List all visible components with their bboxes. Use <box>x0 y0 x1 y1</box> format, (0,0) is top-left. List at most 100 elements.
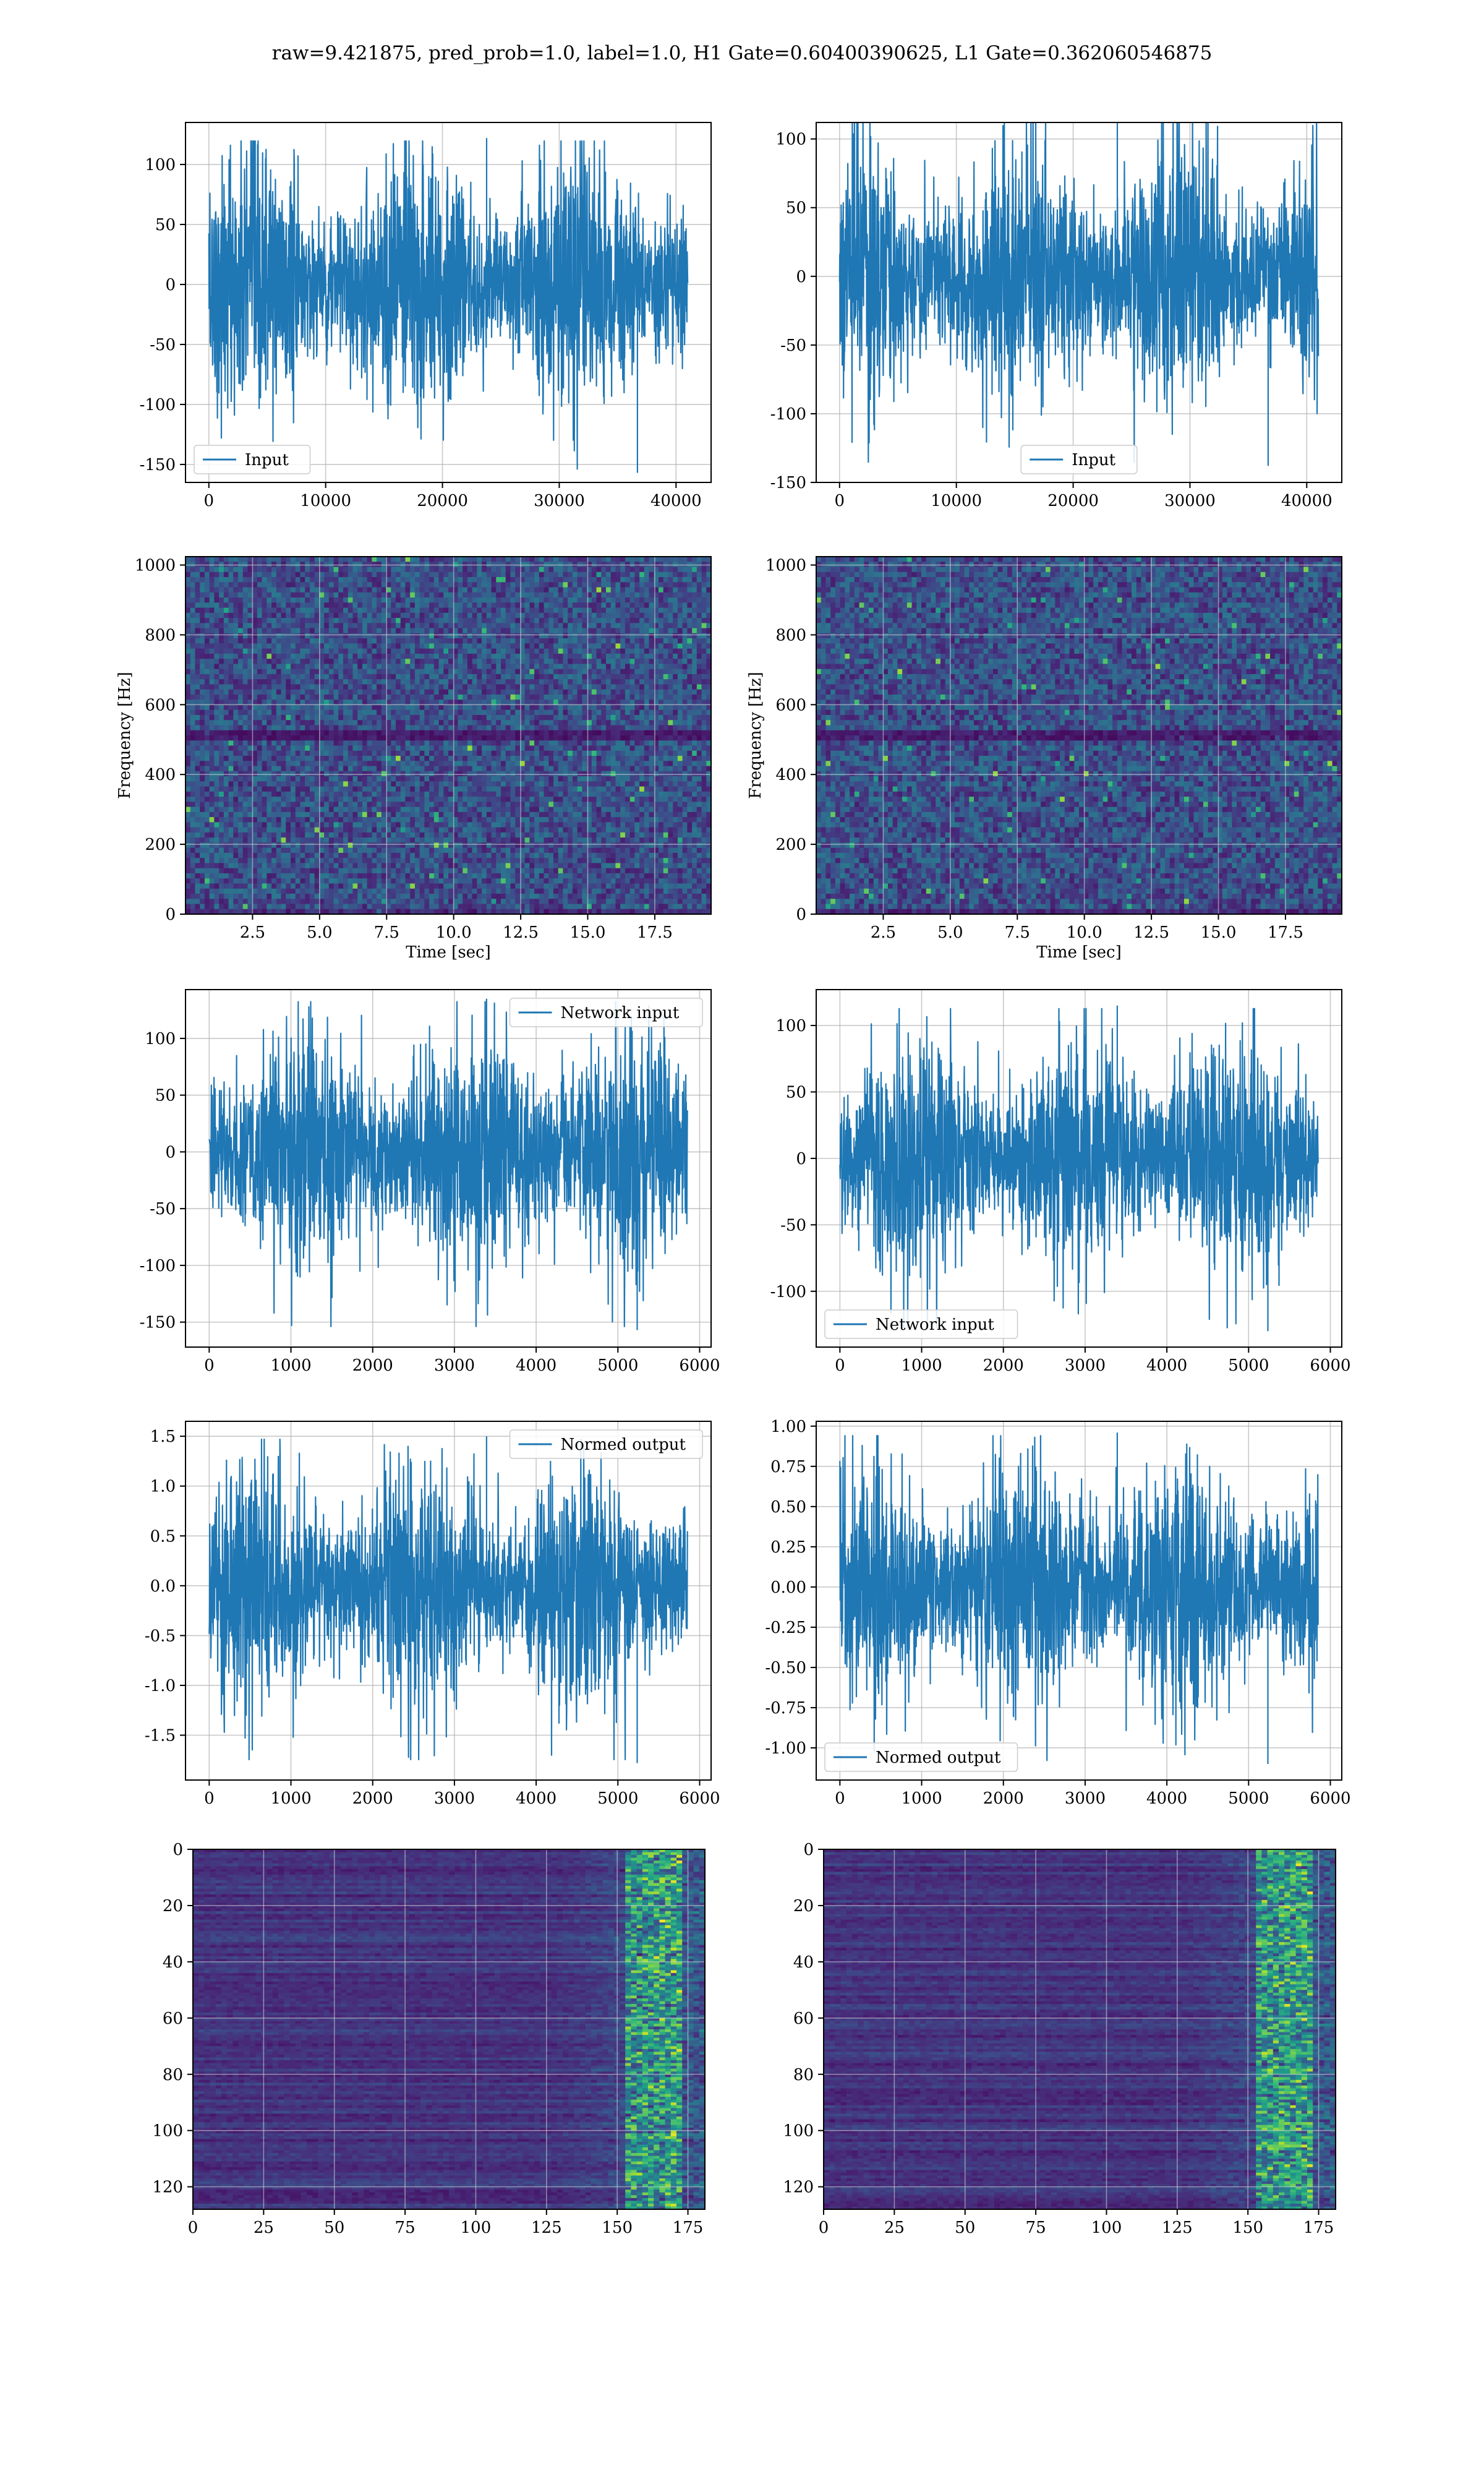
y-tick-label: 100 <box>152 2122 183 2141</box>
y-tick-label: 1.00 <box>770 1418 806 1436</box>
h1-network-input-panel: 0 1000 2000 3000 4000 5000 6000 -150 -100 -50 0 50 1… <box>140 989 720 1375</box>
x-tick-label: 50 <box>324 2219 344 2237</box>
y-tick-label: -50 <box>150 336 176 354</box>
x-tick-label: 150 <box>1232 2219 1263 2237</box>
x-tick-label: 4000 <box>1146 1789 1187 1808</box>
x-tick-label: 2.5 <box>240 923 265 942</box>
x-tick-label: 4000 <box>516 1789 556 1808</box>
y-tick-label: 0.50 <box>770 1498 806 1517</box>
y-tick-label: 100 <box>783 2122 814 2141</box>
x-tick-label: 7.5 <box>1005 923 1030 942</box>
x-tick-label: 125 <box>531 2219 562 2237</box>
y-tick-label: 50 <box>155 1087 176 1105</box>
x-tick-label: 0 <box>835 1356 845 1375</box>
y-tick-label: 0 <box>165 276 176 294</box>
x-tick-label: 5000 <box>1228 1789 1269 1808</box>
x-tick-label: 2000 <box>352 1356 393 1375</box>
x-tick-label: 10000 <box>931 492 982 510</box>
x-tick-label: 2000 <box>983 1789 1024 1808</box>
x-tick-label: 20000 <box>417 492 468 510</box>
x-tick-label: 25 <box>884 2219 905 2237</box>
h1-feature-map-frame <box>192 1849 706 2210</box>
y-tick-label: 0 <box>803 1841 814 1859</box>
y-tick-label: 120 <box>783 2178 814 2197</box>
x-tick-label: 125 <box>1162 2219 1193 2237</box>
legend-box <box>1020 445 1138 474</box>
y-tick-label: -0.50 <box>765 1659 806 1677</box>
x-tick-label: 100 <box>1091 2219 1122 2237</box>
h1-input-panel: 0 10000 20000 30000 40000 -150 -100 -50 0 50 100 In… <box>140 122 712 510</box>
y-tick-label: -1.00 <box>765 1739 806 1758</box>
y-tick-label: -0.25 <box>765 1619 806 1637</box>
x-tick-label: 2000 <box>352 1789 393 1808</box>
y-axis-label: Frequency [Hz] <box>746 672 765 799</box>
h1-spectrogram-frame <box>185 556 712 915</box>
y-tick-label: 400 <box>775 766 806 784</box>
x-tick-label: 3000 <box>434 1789 475 1808</box>
x-tick-label: 5000 <box>597 1789 638 1808</box>
x-tick-label: 1000 <box>901 1789 942 1808</box>
y-tick-label: -50 <box>150 1200 176 1218</box>
l1-spectrogram-frame <box>816 556 1342 915</box>
x-tick-label: 30000 <box>1164 492 1216 510</box>
legend-box <box>509 998 703 1027</box>
y-tick-label: 80 <box>793 2066 814 2084</box>
y-tick-label: -50 <box>780 1216 806 1235</box>
x-tick-label: 6000 <box>679 1789 720 1808</box>
l1-network-input-series-line <box>839 1005 1319 1332</box>
l1-normed-output-panel: 0 1000 2000 3000 4000 5000 6000 -1.00 -0.75 -0.50… <box>765 1418 1350 1808</box>
legend-box <box>194 445 311 474</box>
x-tick-label: 12.5 <box>1133 923 1169 942</box>
h1-normed-output-frame <box>185 1421 712 1781</box>
x-tick-label: 50 <box>955 2219 975 2237</box>
y-tick-label: -0.75 <box>765 1699 806 1718</box>
y-tick-label: -150 <box>770 474 806 492</box>
x-tick-label: 5.0 <box>307 923 332 942</box>
x-tick-label: 2.5 <box>871 923 896 942</box>
l1-input-panel: 0 10000 20000 30000 40000 -150 -100 -50 0 50 100 In… <box>770 122 1342 510</box>
y-tick-label: -100 <box>770 405 806 424</box>
h1-normed-output-panel: 0 1000 2000 3000 4000 5000 6000 -1.5 -1.0 -0.5 0.0… <box>145 1421 720 1808</box>
x-tick-label: 15.0 <box>570 923 606 942</box>
x-tick-label: 0 <box>835 492 845 510</box>
l1-input-series-line <box>838 122 1320 466</box>
x-tick-label: 3000 <box>434 1356 475 1375</box>
x-tick-label: 0 <box>835 1789 845 1808</box>
x-tick-label: 6000 <box>1310 1356 1350 1375</box>
y-tick-label: 0 <box>165 1143 176 1162</box>
y-tick-label: 100 <box>145 1030 176 1048</box>
x-tick-label: 6000 <box>1310 1789 1350 1808</box>
x-axis-label: Time [sec] <box>406 943 491 962</box>
h1-input-frame <box>185 122 712 483</box>
y-tick-label: 200 <box>775 836 806 854</box>
y-tick-label: 1.0 <box>150 1478 176 1496</box>
h1-network-input-series-line <box>208 998 688 1330</box>
legend-label: Normed output <box>876 1748 1001 1767</box>
y-tick-label: -150 <box>140 456 176 474</box>
x-tick-label: 12.5 <box>503 923 539 942</box>
l1-feature-map-panel: 0 25 50 75 100 125 150 175 0 20 40 60 80 100 120 <box>783 1841 1336 2237</box>
y-tick-label: 0.00 <box>770 1578 806 1597</box>
x-tick-label: 4000 <box>1146 1356 1187 1375</box>
y-tick-label: -100 <box>770 1283 806 1301</box>
x-tick-label: 0 <box>819 2219 829 2237</box>
y-tick-label: 0 <box>796 905 806 924</box>
y-tick-label: 20 <box>793 1897 814 1915</box>
legend-label: Input <box>1072 451 1115 469</box>
y-tick-label: 600 <box>775 696 806 714</box>
x-tick-label: 100 <box>461 2219 492 2237</box>
y-tick-label: 40 <box>793 1953 814 1972</box>
y-tick-label: 50 <box>786 199 806 218</box>
h1-network-input-frame <box>185 989 712 1348</box>
x-tick-label: 10000 <box>300 492 351 510</box>
y-tick-label: -150 <box>140 1314 176 1332</box>
y-tick-label: 50 <box>155 216 176 234</box>
x-tick-label: 0 <box>188 2219 198 2237</box>
x-tick-label: 1000 <box>270 1356 311 1375</box>
y-tick-label: 60 <box>163 2010 183 2028</box>
y-tick-label: 400 <box>145 766 176 784</box>
y-tick-label: 20 <box>163 1897 183 1915</box>
y-tick-label: 0 <box>796 268 806 286</box>
y-tick-label: 0.0 <box>150 1577 176 1596</box>
x-tick-label: 5.0 <box>937 923 963 942</box>
